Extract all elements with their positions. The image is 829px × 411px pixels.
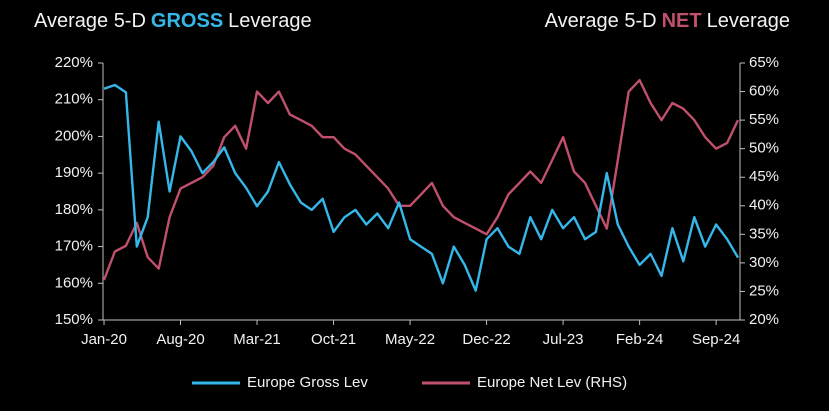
title-part: Average 5-D	[34, 10, 146, 32]
y-tick-label: 190%	[55, 164, 93, 181]
title-highlight: GROSS	[151, 10, 223, 32]
x-tick-label: Oct-21	[311, 331, 356, 348]
y-tick-label: 200%	[55, 127, 93, 144]
y2-tick-label: 50%	[749, 140, 779, 157]
y-tick-label: 170%	[55, 238, 93, 255]
title-part: Average 5-D	[545, 10, 657, 32]
x-tick-label: Aug-20	[156, 331, 204, 348]
y-tick-label: 180%	[55, 201, 93, 218]
y2-tick-label: 25%	[749, 282, 779, 299]
title-highlight: NET	[662, 10, 702, 32]
y-tick-label: 160%	[55, 274, 93, 291]
y2-tick-label: 35%	[749, 225, 779, 242]
x-tick-label: Mar-21	[233, 331, 281, 348]
x-tick-label: Jan-20	[81, 331, 127, 348]
x-tick-label: Feb-24	[616, 331, 664, 348]
title-part: Leverage	[228, 10, 311, 32]
series-line	[103, 83, 740, 292]
y-tick-label: 220%	[55, 54, 93, 71]
x-tick-label: Dec-22	[462, 331, 510, 348]
y2-tick-label: 20%	[749, 311, 779, 328]
title-part: Leverage	[707, 10, 790, 32]
legend-label: Europe Net Lev (RHS)	[477, 374, 627, 391]
y-tick-label: 210%	[55, 91, 93, 108]
x-tick-label: Sep-24	[692, 331, 740, 348]
x-tick-label: Jul-23	[543, 331, 584, 348]
y2-tick-label: 30%	[749, 254, 779, 271]
y2-tick-label: 40%	[749, 197, 779, 214]
x-tick-label: May-22	[385, 331, 435, 348]
y2-tick-label: 60%	[749, 83, 779, 100]
title-left: Average 5-D GROSS Leverage	[34, 10, 312, 32]
y-tick-label: 150%	[55, 311, 93, 328]
legend-label: Europe Gross Lev	[247, 374, 368, 391]
title-right: Average 5-D NET Leverage	[545, 10, 790, 32]
y2-tick-label: 45%	[749, 168, 779, 185]
series-line	[102, 78, 740, 281]
y2-tick-label: 55%	[749, 111, 779, 128]
y2-tick-label: 65%	[749, 54, 779, 71]
